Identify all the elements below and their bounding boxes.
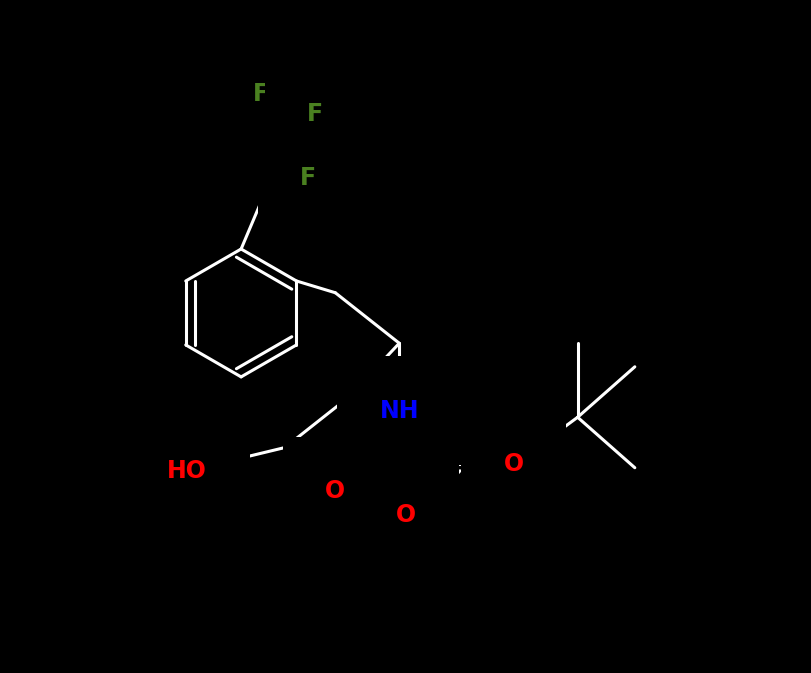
Text: NH: NH xyxy=(379,398,418,423)
Text: F: F xyxy=(307,102,323,127)
Text: O: O xyxy=(396,503,415,527)
Text: HO: HO xyxy=(167,459,207,483)
Text: O: O xyxy=(503,452,523,476)
Text: O: O xyxy=(325,479,345,503)
Text: F: F xyxy=(253,82,269,106)
Text: F: F xyxy=(300,166,316,190)
